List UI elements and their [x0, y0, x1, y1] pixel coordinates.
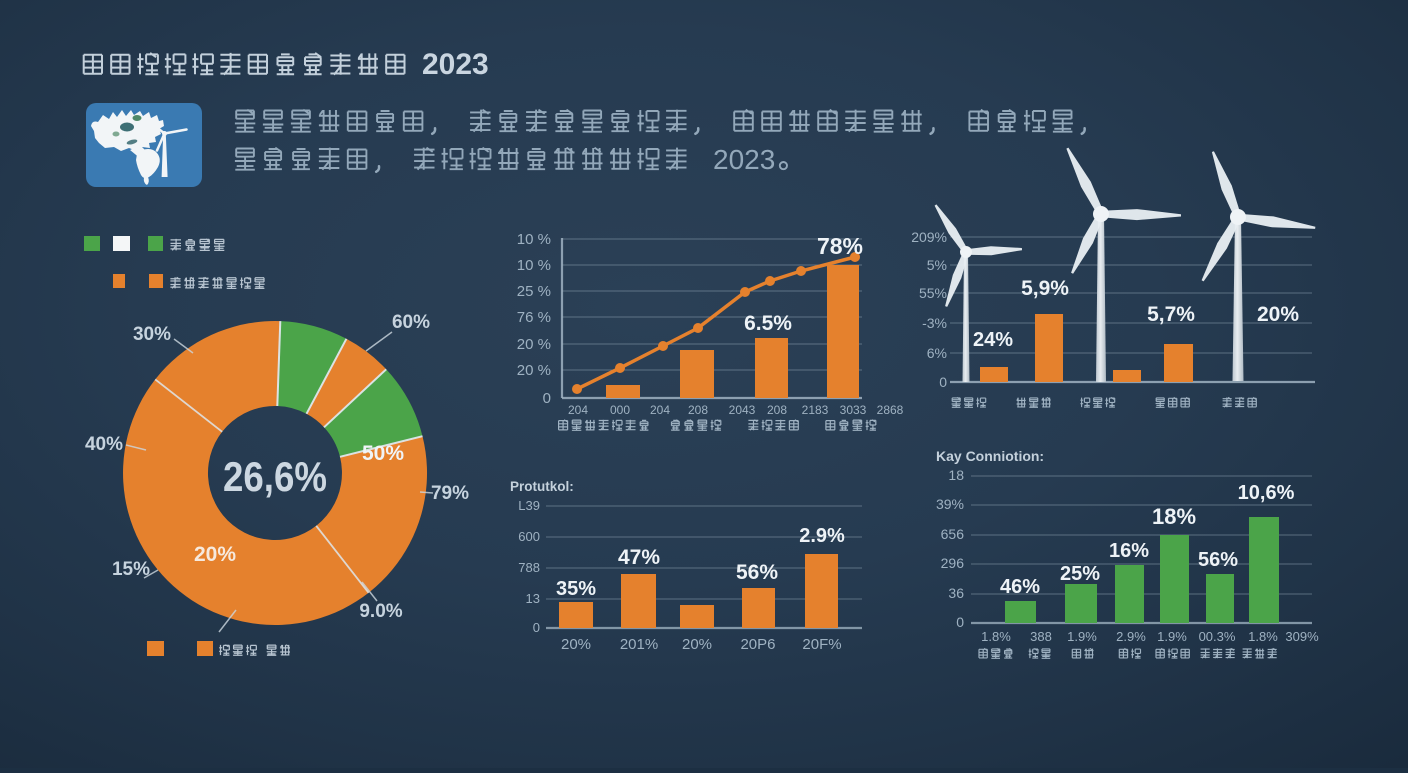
- svg-text:35%: 35%: [556, 578, 596, 600]
- svg-text:1.9%: 1.9%: [1157, 629, 1187, 644]
- svg-text:20F%: 20F%: [802, 636, 841, 653]
- svg-text:47%: 47%: [618, 546, 660, 569]
- svg-text:20 %: 20 %: [517, 362, 551, 379]
- svg-text:9.0%: 9.0%: [359, 601, 402, 622]
- svg-text:201%: 201%: [620, 636, 658, 653]
- svg-text:36: 36: [948, 585, 964, 601]
- svg-text:60%: 60%: [392, 312, 430, 333]
- svg-text:209%: 209%: [911, 229, 947, 245]
- svg-text:2023: 2023: [713, 144, 775, 175]
- svg-text:1.8%: 1.8%: [981, 629, 1011, 644]
- svg-text:46%: 46%: [1000, 576, 1040, 598]
- svg-text:Kay Conniotion:: Kay Conniotion:: [936, 448, 1044, 464]
- svg-text:18%: 18%: [1152, 504, 1196, 529]
- svg-text:5%: 5%: [927, 257, 947, 273]
- svg-text:00.3%: 00.3%: [1199, 629, 1236, 644]
- svg-text:2868: 2868: [877, 403, 904, 417]
- svg-text:25 %: 25 %: [517, 283, 551, 300]
- svg-text:56%: 56%: [736, 561, 778, 584]
- svg-text:6%: 6%: [927, 345, 947, 361]
- svg-text:1.9%: 1.9%: [1067, 629, 1097, 644]
- svg-text:55%: 55%: [919, 285, 947, 301]
- svg-text:79%: 79%: [431, 483, 469, 504]
- svg-text:0: 0: [543, 390, 551, 407]
- svg-text:204: 204: [568, 403, 588, 417]
- svg-text:16%: 16%: [1109, 540, 1149, 562]
- svg-text:24%: 24%: [973, 329, 1013, 351]
- svg-text:5,9%: 5,9%: [1021, 277, 1069, 300]
- svg-text:1.8%: 1.8%: [1248, 629, 1278, 644]
- svg-text:0: 0: [956, 614, 964, 630]
- svg-text:204: 204: [650, 403, 670, 417]
- svg-text:6.5%: 6.5%: [744, 312, 792, 335]
- svg-text:0: 0: [939, 374, 947, 390]
- svg-text:20P6: 20P6: [740, 636, 775, 653]
- svg-text:76 %: 76 %: [517, 309, 551, 326]
- svg-text:0: 0: [533, 620, 540, 635]
- svg-text:L39: L39: [518, 498, 540, 513]
- svg-text:600: 600: [518, 529, 540, 544]
- svg-text:10 %: 10 %: [517, 257, 551, 274]
- svg-text:-3%: -3%: [922, 315, 947, 331]
- svg-text:2.9%: 2.9%: [799, 525, 845, 547]
- svg-text:25%: 25%: [1060, 563, 1100, 585]
- svg-text:20%: 20%: [561, 636, 591, 653]
- svg-text:5,7%: 5,7%: [1147, 303, 1195, 326]
- svg-text:656: 656: [941, 526, 965, 542]
- svg-text:20 %: 20 %: [517, 336, 551, 353]
- svg-text:50%: 50%: [362, 442, 404, 465]
- svg-text:56%: 56%: [1198, 549, 1238, 571]
- svg-text:2023: 2023: [422, 48, 489, 81]
- svg-text:788: 788: [518, 560, 540, 575]
- svg-text:30%: 30%: [133, 324, 171, 345]
- svg-text:309%: 309%: [1285, 629, 1319, 644]
- svg-text:2.9%: 2.9%: [1116, 629, 1146, 644]
- svg-text:78%: 78%: [817, 233, 863, 259]
- svg-text:2183: 2183: [802, 403, 829, 417]
- svg-text:15%: 15%: [112, 559, 150, 580]
- svg-text:000: 000: [610, 403, 630, 417]
- svg-text:296: 296: [941, 555, 965, 571]
- svg-text:10 %: 10 %: [517, 231, 551, 248]
- svg-text:388: 388: [1030, 629, 1052, 644]
- svg-text:208: 208: [767, 403, 787, 417]
- svg-text:20%: 20%: [1257, 303, 1299, 326]
- svg-text:13: 13: [526, 591, 540, 606]
- svg-text:39%: 39%: [936, 496, 964, 512]
- svg-text:20%: 20%: [682, 636, 712, 653]
- svg-text:2043: 2043: [729, 403, 756, 417]
- svg-text:18: 18: [948, 467, 964, 483]
- svg-text:40%: 40%: [85, 434, 123, 455]
- svg-text:20%: 20%: [194, 543, 236, 566]
- svg-text:208: 208: [688, 403, 708, 417]
- svg-text:10,6%: 10,6%: [1238, 482, 1295, 504]
- svg-text:3033: 3033: [840, 403, 867, 417]
- svg-text:Protutkol:: Protutkol:: [510, 479, 574, 494]
- svg-text:26,6%: 26,6%: [223, 453, 327, 500]
